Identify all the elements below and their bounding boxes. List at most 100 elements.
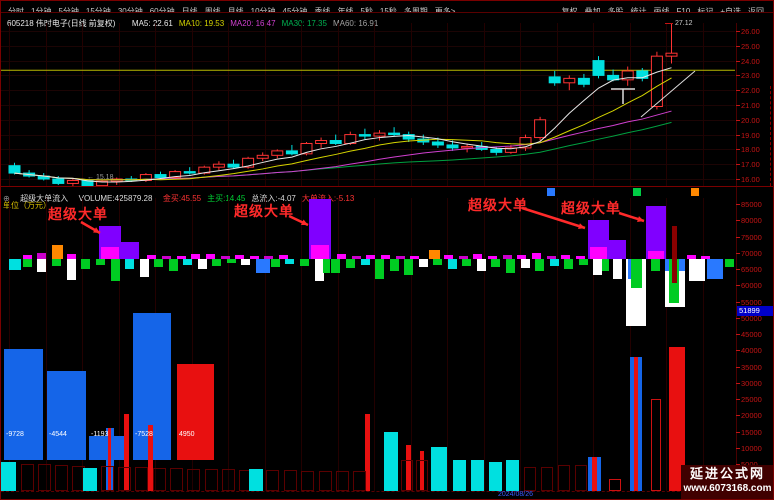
overlay-icon-1[interactable] <box>633 188 641 196</box>
volume-bar-outline <box>651 399 661 491</box>
kline-axis-label: 24.00 <box>741 56 760 66</box>
menu-item-14[interactable]: 15秒 <box>379 7 397 13</box>
flow-bar-up <box>235 255 244 259</box>
axis-tick <box>736 350 740 352</box>
volume-bar-label: -1193 <box>91 431 109 438</box>
toolbar-item-4[interactable]: 画线 <box>653 7 670 13</box>
flow-bar-up <box>672 226 677 259</box>
grid-line-v <box>520 23 521 186</box>
chart-line <box>640 70 696 118</box>
kline-axis-label: 21.00 <box>741 101 760 110</box>
flow-bar-down <box>169 259 178 271</box>
toolbar-item-8[interactable]: 返回 <box>748 7 764 13</box>
flow-bar-down <box>579 259 588 265</box>
grid-line-v <box>556 198 558 491</box>
grid-line-v <box>301 23 302 186</box>
menu-item-4[interactable]: 30分钟 <box>117 7 143 13</box>
kline-axis-label: 23.00 <box>741 71 760 81</box>
toolbar-item-6[interactable]: 标记 <box>697 7 714 13</box>
strip-bar-outline <box>153 468 166 491</box>
annotation-arrow-head <box>301 219 308 226</box>
flow-bar-down <box>631 259 642 288</box>
kline-axis-label: 25.00 <box>741 41 760 51</box>
menu-item-10[interactable]: 45分钟 <box>282 7 308 13</box>
expand-icon[interactable]: ⊕ <box>3 194 10 203</box>
menu-item-7[interactable]: 周线 <box>204 7 221 13</box>
grid-line-h <box>1 90 735 92</box>
toolbar-item-5[interactable]: F10 <box>676 7 691 13</box>
strip-bar-outline <box>575 465 587 491</box>
unit-label: 单位（万元） <box>3 201 51 210</box>
ma-value-2: MA20: 16.47 <box>230 19 276 28</box>
toolbar-item-2[interactable]: 多股 <box>607 7 624 13</box>
overlay-icon-0[interactable] <box>547 188 555 196</box>
strip-bar-cyan <box>489 462 502 491</box>
strip-bar-outline <box>266 470 279 491</box>
strip-bar-outline <box>222 469 235 491</box>
strip-bar-cyan <box>431 447 447 491</box>
strip-bar-outline <box>301 471 314 491</box>
ma-value-3: MA30: 17.35 <box>281 19 327 28</box>
flow-bar-down <box>346 259 355 268</box>
flow-bar-down <box>331 259 340 273</box>
candlestick <box>504 147 517 153</box>
grid-line-v <box>410 23 412 186</box>
toolbar-item-1[interactable]: 叠加 <box>584 7 601 13</box>
grid-line-v <box>264 23 266 186</box>
kline-axis-label: 20.00 <box>741 115 760 125</box>
flow-bar-down <box>448 259 457 269</box>
bar-stripe <box>592 457 597 491</box>
menu-item-2[interactable]: 5分钟 <box>58 7 79 13</box>
flow-bar-down <box>462 259 471 266</box>
ma-line <box>14 110 672 181</box>
indicator-volume: VOLUME:425879.28 <box>78 194 153 203</box>
menu-item-1[interactable]: 1分钟 <box>31 7 52 13</box>
ma-value-0: MA5: 22.61 <box>131 19 173 28</box>
toolbar-item-7[interactable]: +自选 <box>720 7 741 13</box>
menu-item-16[interactable]: 更多> <box>434 7 456 13</box>
grid-line-v <box>155 23 156 186</box>
menu-item-11[interactable]: 季线 <box>314 7 331 13</box>
kline-axis-label: 16.00 <box>741 175 760 184</box>
candlestick <box>169 171 182 179</box>
flow-bar-down <box>535 259 544 271</box>
grid-line-v <box>666 198 667 491</box>
annotation-arrow-line <box>521 206 586 230</box>
indicator-axis-label: 75000 <box>741 232 762 242</box>
grid-line-v <box>629 198 631 491</box>
overlay-icon-2[interactable] <box>691 188 699 196</box>
menu-item-12[interactable]: 年线 <box>337 7 354 13</box>
strip-bar-outline <box>401 460 413 491</box>
grid-line-v <box>9 23 10 186</box>
strip-bar-cyan <box>384 432 398 491</box>
menu-item-15[interactable]: 多周期 <box>403 7 428 13</box>
grid-line-v <box>264 198 266 491</box>
indicator-name[interactable]: 超级大单流入 <box>20 194 69 203</box>
flow-bar-down <box>390 259 399 271</box>
ma-value-1: MA10: 19.53 <box>178 19 225 28</box>
axis-tick <box>736 45 740 47</box>
indicator-axis-label: 80000 <box>741 216 762 226</box>
watermark-title: 延进公式网 <box>689 466 765 481</box>
toolbar-item-3[interactable]: 统计 <box>630 7 647 13</box>
menu-item-3[interactable]: 15分钟 <box>85 7 111 13</box>
grid-line-v <box>337 198 339 491</box>
volume-bar-red <box>365 414 370 491</box>
indicator-axis-label: 50000 <box>741 313 762 323</box>
menu-item-6[interactable]: 日线 <box>181 7 198 13</box>
menu-item-0[interactable]: 分时 <box>8 7 24 13</box>
flow-bar-up <box>177 256 186 259</box>
menu-item-5[interactable]: 60分钟 <box>149 7 175 13</box>
annotation-arrow-head <box>637 216 644 222</box>
flow-bar-up <box>311 245 329 259</box>
grid-line-h <box>1 31 735 32</box>
menu-item-13[interactable]: 5秒 <box>360 7 373 13</box>
toolbar-item-0[interactable]: 复权 <box>561 7 578 13</box>
flow-bar-up <box>473 254 482 259</box>
menu-item-9[interactable]: 10分钟 <box>250 7 276 13</box>
indicator-axis-label: 65000 <box>741 265 762 274</box>
flow-bar-up <box>444 255 453 259</box>
menu-item-8[interactable]: 月线 <box>227 7 244 13</box>
strip-bar-outline <box>541 467 553 491</box>
flow-bar-down <box>506 259 515 273</box>
